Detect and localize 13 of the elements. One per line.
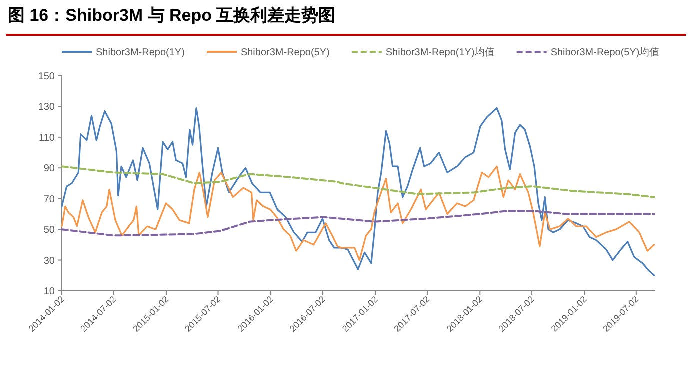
legend-label: Shibor3M-Repo(1Y) bbox=[96, 48, 185, 58]
chart-title: 图 16：Shibor3M 与 Repo 互换利差走势图 bbox=[8, 5, 336, 27]
y-tick-label: 10 bbox=[44, 286, 56, 298]
legend-label: Shibor3M-Repo(5Y) bbox=[240, 48, 330, 58]
y-tick-label: 150 bbox=[38, 72, 56, 82]
y-tick-label: 90 bbox=[44, 164, 56, 175]
y-tick-label: 70 bbox=[44, 194, 56, 206]
y-tick-label: 130 bbox=[38, 102, 56, 114]
y-tick-label: 110 bbox=[39, 132, 56, 144]
legend-label: Shibor3M-Repo(1Y)均值 bbox=[386, 46, 495, 58]
y-tick-label: 50 bbox=[44, 225, 56, 236]
legend-label: Shibor3M-Repo(5Y)均值 bbox=[550, 46, 660, 58]
y-tick-label: 30 bbox=[44, 256, 56, 267]
